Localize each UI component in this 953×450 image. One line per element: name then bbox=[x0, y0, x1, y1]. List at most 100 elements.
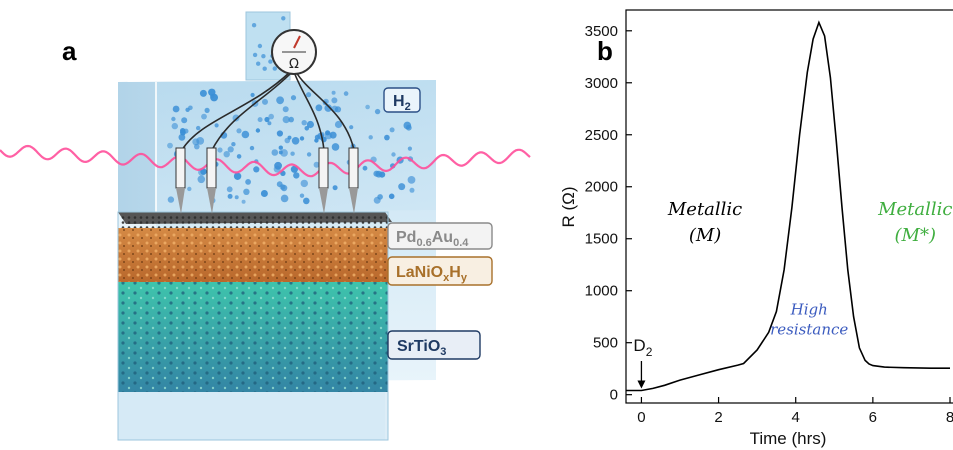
h2-bubble bbox=[253, 166, 260, 173]
y-axis-title: R (Ω) bbox=[559, 186, 578, 227]
h2-bubble bbox=[217, 147, 223, 153]
h2-bubble bbox=[391, 152, 396, 157]
h2-bubble bbox=[268, 113, 275, 120]
h2-bubble bbox=[234, 195, 239, 200]
h2-bubble bbox=[255, 128, 261, 133]
annotation-d2: D2 bbox=[633, 336, 652, 359]
h2-bubble bbox=[278, 145, 283, 150]
chart-annotations: D2 Metallic (M) High resistance Metallic (M*) bbox=[633, 199, 952, 389]
h2-bubble bbox=[282, 106, 289, 113]
h2-bubble bbox=[251, 23, 257, 28]
h2-bubble bbox=[197, 175, 206, 184]
svg-text:Pd0.6Au0.4: Pd0.6Au0.4 bbox=[396, 229, 469, 249]
h2-bubble bbox=[201, 113, 207, 120]
h2-bubble bbox=[281, 16, 286, 21]
h2-bubble bbox=[204, 107, 210, 113]
h2-bubble bbox=[232, 114, 240, 122]
h2-bubble bbox=[290, 165, 298, 173]
h2-bubble bbox=[257, 117, 263, 123]
ohmmeter-icon: Ω bbox=[271, 29, 317, 75]
h2-bubble bbox=[252, 52, 258, 58]
h2-bubble bbox=[290, 95, 297, 101]
h2-bubble bbox=[262, 66, 267, 71]
y-tick-label: 3000 bbox=[585, 75, 618, 92]
h2-bubble bbox=[306, 152, 312, 157]
h2-bubble bbox=[300, 179, 308, 188]
h2-bubble bbox=[268, 59, 273, 64]
probe-wires bbox=[181, 71, 355, 151]
h2-bubble bbox=[313, 161, 320, 168]
h2-bubble bbox=[272, 66, 277, 71]
h2-bubble bbox=[245, 179, 252, 185]
h2-bubble bbox=[260, 190, 268, 197]
h2-bubble bbox=[279, 184, 286, 190]
h2-bubble bbox=[324, 104, 333, 112]
chart-axes bbox=[625, 9, 953, 404]
y-tick-label: 500 bbox=[593, 335, 618, 352]
h2-bubble bbox=[407, 146, 412, 151]
x-tick-label: 6 bbox=[869, 409, 877, 426]
chart-ticks: 0 500 1000 1500 2000 2500 3000 3500 0 2 4 6 8 bbox=[585, 23, 953, 426]
x-tick-label: 2 bbox=[714, 409, 722, 426]
h2-bubble bbox=[214, 123, 219, 128]
h2-bubble bbox=[273, 165, 281, 173]
h2-bubble bbox=[280, 194, 289, 203]
annotation-high-line1: High bbox=[790, 301, 828, 319]
h2-bubble bbox=[334, 120, 343, 129]
h2-bubble bbox=[249, 145, 255, 151]
h2-bubble bbox=[290, 151, 295, 156]
h2-bubble bbox=[236, 128, 242, 134]
annotation-high-line2: resistance bbox=[770, 321, 848, 339]
h2-bubble bbox=[167, 196, 175, 203]
h2-bubble bbox=[171, 122, 178, 130]
h2-bubble bbox=[226, 186, 233, 193]
h2-bubble bbox=[374, 108, 381, 115]
h2-bubble bbox=[267, 121, 272, 126]
x-tick-label: 4 bbox=[792, 409, 800, 426]
y-tick-label: 1500 bbox=[585, 231, 618, 248]
h2-bubble bbox=[185, 107, 190, 113]
h2-bubble bbox=[256, 61, 261, 66]
panel-a-label: a bbox=[62, 36, 77, 66]
h2-bubble bbox=[271, 149, 279, 156]
h2-bubble bbox=[227, 146, 234, 153]
h2-bubble bbox=[257, 43, 263, 49]
y-tick-label: 3500 bbox=[585, 23, 618, 40]
h2-bubble bbox=[368, 135, 373, 140]
h2-bubble bbox=[180, 128, 186, 134]
h2-bubble bbox=[303, 197, 310, 205]
x-tick-label: 8 bbox=[946, 409, 953, 426]
series-line-resistance bbox=[626, 20, 950, 392]
h2-bubble bbox=[349, 125, 354, 130]
h2-bubble bbox=[243, 188, 250, 195]
h2-bubble bbox=[384, 134, 390, 141]
h2-bubble bbox=[181, 117, 188, 124]
h2-bubble bbox=[199, 89, 207, 97]
arrow-head bbox=[637, 380, 646, 389]
h2-bubble bbox=[276, 130, 283, 137]
h2-bubble bbox=[332, 185, 338, 191]
h2-bubble bbox=[306, 120, 314, 129]
layer-tag-substrate: SrTiO3 bbox=[387, 330, 481, 360]
x-tick-label: 0 bbox=[637, 409, 645, 426]
h2-bubble bbox=[262, 98, 268, 105]
panel-b-chart: b 0 500 1000 1500 2000 2500 3000 3500 0 2 4 6 8 D2 Me… bbox=[559, 9, 953, 448]
h2-bubble bbox=[282, 116, 290, 124]
h2-bubble bbox=[324, 131, 333, 140]
h2-bubble bbox=[288, 116, 295, 123]
annotation-metallic-line2: (M) bbox=[689, 225, 721, 246]
sample-stack bbox=[117, 211, 392, 441]
y-tick-label: 2500 bbox=[585, 127, 618, 144]
h2-bubble bbox=[398, 183, 406, 191]
h2-bubble bbox=[208, 88, 216, 97]
h2-sub: 2 bbox=[405, 101, 411, 113]
y-tick-label: 0 bbox=[610, 387, 618, 404]
pdau-layer bbox=[118, 214, 388, 228]
h2-bubble bbox=[331, 90, 336, 95]
meter-symbol: Ω bbox=[289, 57, 299, 72]
h2-bubble bbox=[291, 137, 300, 145]
h2-bubble bbox=[331, 143, 340, 151]
light-wave-icon bbox=[0, 144, 531, 178]
h2-bubble bbox=[250, 92, 255, 98]
